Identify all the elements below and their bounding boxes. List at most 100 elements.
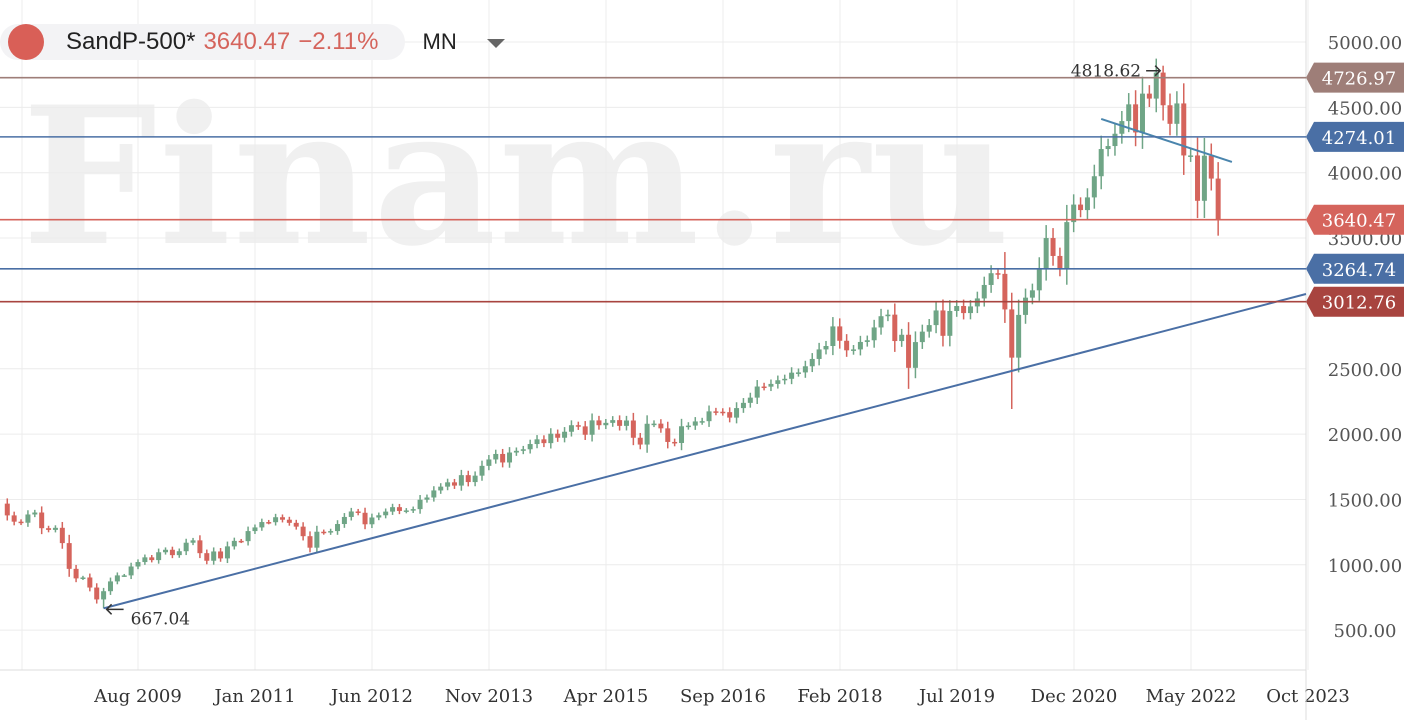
candle [802, 360, 808, 378]
candle [562, 427, 568, 443]
candle [1050, 228, 1056, 266]
x-tick-label: Nov 2013 [445, 686, 533, 707]
candle [500, 448, 506, 468]
candle-body [947, 310, 953, 336]
candle-body [637, 437, 643, 445]
candle [156, 548, 162, 564]
candle [816, 342, 822, 366]
candle [39, 506, 45, 535]
y-tick-label: 1500.00 [1328, 490, 1402, 511]
x-tick-label: Feb 2018 [797, 686, 882, 707]
candle [919, 324, 925, 349]
candle-body [286, 519, 292, 523]
candle-body [899, 334, 905, 342]
candle-body [871, 327, 877, 341]
candle [878, 308, 884, 335]
candle [121, 573, 127, 577]
candle-body [575, 425, 581, 427]
candle-body [582, 426, 588, 435]
candle-body [101, 591, 107, 600]
candle [169, 546, 175, 559]
candle [369, 513, 375, 529]
candle [1084, 188, 1090, 220]
x-tick-label: Aug 2009 [93, 686, 182, 707]
candle [149, 555, 155, 563]
candle-body [390, 507, 396, 512]
candle-body [114, 575, 120, 582]
candle [486, 455, 492, 471]
candle-body [362, 512, 368, 525]
candle-body [479, 465, 485, 476]
candle-body [562, 431, 568, 438]
candle [1188, 148, 1194, 162]
candle [637, 432, 643, 450]
candle [520, 445, 526, 455]
candle-body [1043, 238, 1049, 268]
y-tick-label: 5000.00 [1328, 33, 1402, 54]
candle [73, 564, 79, 583]
candle [885, 309, 891, 322]
candle-body [623, 420, 629, 426]
candle [713, 407, 719, 416]
candle [1098, 135, 1104, 190]
candle-body [995, 273, 1001, 275]
candle [596, 415, 602, 430]
candle-body [369, 517, 375, 525]
candle [458, 469, 464, 491]
candle-body [211, 551, 217, 561]
candle [507, 447, 513, 468]
arrow-left-icon [105, 603, 124, 615]
y-tick-label: 2000.00 [1328, 425, 1402, 446]
annotation-label: 667.04 [131, 609, 190, 629]
caret-down-icon[interactable] [486, 39, 505, 48]
candle [548, 428, 554, 449]
candle-body [4, 503, 10, 516]
candle-body [520, 449, 526, 451]
candle-body [665, 428, 671, 442]
watermark: Finam.ru [22, 65, 1012, 288]
candle-body [1174, 103, 1180, 124]
candle [321, 529, 327, 535]
x-tick-label: Dec 2020 [1031, 686, 1118, 707]
candle [658, 419, 664, 433]
timeframe-selector[interactable]: MN [422, 29, 457, 54]
candle-body [169, 549, 175, 556]
candle-body [1146, 93, 1152, 99]
candle [176, 548, 182, 558]
candle [1112, 123, 1118, 156]
candle [266, 519, 272, 525]
candle-body [1002, 273, 1008, 310]
candle-body [18, 521, 24, 524]
candle-body [1167, 105, 1173, 124]
candle [1201, 137, 1207, 219]
candle-body [204, 553, 210, 561]
candle [940, 299, 946, 347]
candle [1133, 90, 1139, 147]
candle [961, 299, 967, 320]
candle-body [740, 402, 746, 409]
candle-body [238, 540, 244, 543]
candle [1105, 138, 1111, 157]
candle [472, 471, 478, 487]
candle [1064, 204, 1070, 285]
chart-header: SandP-500* 3640.47 −2.11% MN [0, 22, 505, 62]
candle-body [486, 459, 492, 466]
candle-body [1112, 133, 1118, 147]
candle-body [644, 423, 650, 445]
candle-body [1029, 290, 1035, 298]
symbol-pill[interactable]: SandP-500* 3640.47 −2.11% [0, 24, 405, 60]
candle [1057, 247, 1063, 277]
candle [1029, 283, 1035, 305]
candle-body [66, 543, 72, 569]
candle-body [1084, 197, 1090, 211]
candle-body [954, 306, 960, 311]
candle-body [513, 450, 519, 453]
candle [25, 510, 31, 527]
candle-body [87, 577, 93, 588]
candle [899, 328, 905, 347]
candle [768, 379, 774, 392]
candle-body [658, 423, 664, 429]
candle [431, 486, 437, 502]
price-level-badge [1306, 286, 1404, 317]
